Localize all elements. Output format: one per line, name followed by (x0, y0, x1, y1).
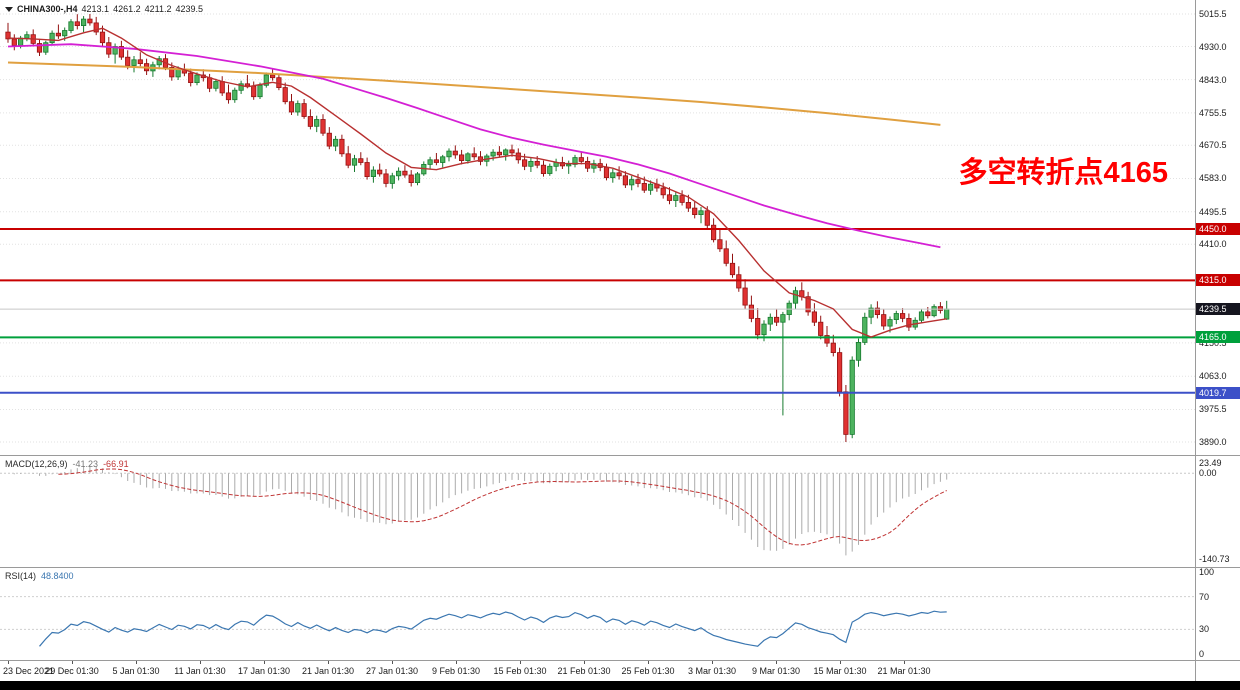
rsi-label: RSI(14) (5, 571, 37, 581)
time-axis-tick (648, 661, 649, 664)
time-axis-label: 23 Dec 2021 (3, 666, 55, 676)
rsi-scale-label: 70 (1199, 591, 1210, 602)
time-axis-label: 3 Mar 01:30 (687, 666, 737, 676)
macd-label: MACD(12,26,9) (5, 459, 68, 469)
price-level-tag: 4315.0 (1196, 274, 1240, 287)
macd-indicator-header: MACD(12,26,9) -41.23 -66.91 (5, 459, 129, 469)
rsi-scale-label: 100 (1199, 567, 1215, 577)
time-axis-label: 21 Jan 01:30 (301, 666, 355, 676)
time-axis-tick (392, 661, 393, 664)
time-axis-tick (584, 661, 585, 664)
time-axis-tick (136, 661, 137, 664)
macd-panel-canvas[interactable] (0, 456, 1196, 567)
macd-main-value: -41.23 (72, 459, 99, 469)
macd-histogram (13, 465, 948, 556)
ohlc-open: 4213.1 (81, 4, 110, 14)
time-axis[interactable]: 23 Dec 2021 29 Dec 01:30 5 Jan 01:30 11 Jan… (0, 661, 1196, 681)
time-axis-tick (776, 661, 777, 664)
time-axis-tick (712, 661, 713, 664)
time-axis-label: 11 Jan 01:30 (174, 666, 226, 676)
symbol-title: CHINA300-,H4 (17, 4, 78, 14)
rsi-value: 48.8400 (41, 571, 74, 581)
fast-ma-line (7, 27, 947, 338)
price-tick-label: 4495.5 (1199, 206, 1227, 217)
time-axis-tick (264, 661, 265, 664)
price-axis[interactable]: 5015.5 4930.0 4843.0 4755.5 4670.5 4583.0 4495… (1196, 0, 1240, 681)
price-tick-label: 5015.5 (1199, 9, 1227, 19)
time-axis-tick (520, 661, 521, 664)
time-axis-label: 17 Jan 01:30 (237, 666, 291, 676)
macd-scale-min: -140.73 (1199, 554, 1230, 564)
current-price-tag: 4239.5 (1196, 303, 1240, 316)
time-axis-tick (200, 661, 201, 664)
time-axis-label: 15 Feb 01:30 (493, 666, 547, 676)
price-tick-label: 4583.0 (1199, 173, 1227, 184)
taskbar-strip[interactable] (0, 681, 1240, 690)
time-axis-label: 21 Feb 01:30 (557, 666, 611, 676)
time-axis-label: 25 Feb 01:30 (621, 666, 675, 676)
medium-ma-line (7, 43, 941, 249)
time-axis-divider (0, 660, 1240, 661)
price-tick-label: 3975.5 (1199, 404, 1227, 415)
candles (5, 14, 950, 442)
rsi-indicator-header: RSI(14) 48.8400 (5, 571, 74, 581)
time-axis-tick (72, 661, 73, 664)
price-tick-label: 4755.5 (1199, 107, 1227, 118)
price-chart-canvas[interactable] (0, 0, 1196, 455)
price-level-tag: 4165.0 (1196, 331, 1240, 344)
time-axis-label: 29 Dec 01:30 (45, 666, 99, 676)
ohlc-low: 4211.2 (144, 4, 172, 14)
time-axis-label: 5 Jan 01:30 (112, 666, 160, 676)
time-axis-label: 27 Jan 01:30 (365, 666, 419, 676)
rsi-panel-canvas[interactable] (0, 568, 1196, 660)
time-axis-label: 9 Mar 01:30 (751, 666, 801, 676)
chart-annotation-text: 多空转折点4165 (958, 157, 1168, 189)
time-axis-label: 9 Feb 01:30 (431, 666, 481, 676)
slow-ma-line (7, 61, 941, 126)
rsi-line (39, 610, 947, 647)
time-axis-tick (904, 661, 905, 664)
rsi-scale-label: 30 (1199, 624, 1210, 635)
price-level-tag: 4450.0 (1196, 223, 1240, 236)
price-tick-label: 4670.5 (1199, 140, 1227, 151)
price-tick-label: 4410.0 (1199, 239, 1227, 250)
price-tick-label: 4063.0 (1199, 371, 1227, 382)
time-axis-label: 15 Mar 01:30 (813, 666, 867, 676)
price-axis-separator (1195, 0, 1196, 681)
time-axis-tick (8, 661, 9, 664)
time-axis-label: 21 Mar 01:30 (877, 666, 931, 676)
time-axis-tick (840, 661, 841, 664)
price-level-tag: 4019.7 (1196, 386, 1240, 399)
macd-scale-zero: 0.00 (1199, 468, 1217, 479)
macd-scale-max: 23.49 (1199, 458, 1222, 468)
macd-signal-line (58, 468, 947, 546)
price-tick-label: 4930.0 (1199, 41, 1227, 52)
price-tick-label: 3890.0 (1199, 437, 1227, 447)
chart-menu-arrow-icon[interactable] (5, 6, 13, 12)
macd-signal-value: -66.91 (103, 459, 129, 469)
time-axis-tick (456, 661, 457, 664)
rsi-scale-label: 0 (1199, 649, 1205, 659)
rsi-panel-divider[interactable] (0, 567, 1240, 568)
time-axis-tick (328, 661, 329, 664)
ohlc-close: 4239.5 (175, 4, 203, 14)
price-tick-label: 4843.0 (1199, 74, 1227, 85)
macd-panel-divider[interactable] (0, 455, 1240, 456)
ohlc-high: 4261.2 (113, 4, 141, 14)
symbol-header: CHINA300-,H4 4213.1 4261.2 4211.2 4239.5 (5, 4, 203, 14)
